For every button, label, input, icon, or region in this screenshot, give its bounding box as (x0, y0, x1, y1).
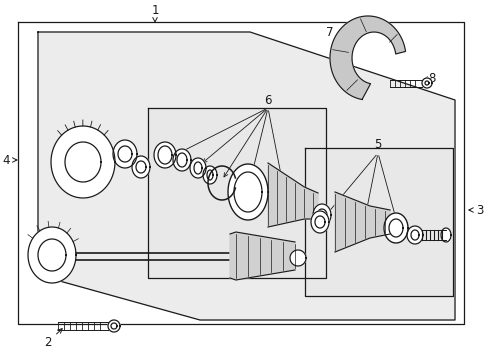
Text: 4: 4 (2, 153, 17, 166)
Text: 1: 1 (151, 4, 159, 22)
Polygon shape (28, 227, 76, 283)
Polygon shape (406, 226, 422, 244)
Text: 7: 7 (325, 26, 344, 40)
Polygon shape (203, 166, 217, 184)
Polygon shape (108, 320, 120, 332)
Polygon shape (38, 32, 454, 320)
Polygon shape (18, 22, 463, 324)
Polygon shape (190, 158, 205, 178)
Polygon shape (289, 250, 305, 266)
Polygon shape (113, 140, 137, 168)
Polygon shape (383, 213, 407, 243)
Polygon shape (148, 108, 325, 278)
Polygon shape (229, 232, 294, 280)
Polygon shape (310, 211, 328, 233)
Text: 2: 2 (44, 329, 62, 348)
Polygon shape (440, 228, 450, 242)
Polygon shape (132, 156, 150, 178)
Polygon shape (334, 192, 389, 252)
Text: 3: 3 (468, 203, 483, 216)
Polygon shape (154, 142, 176, 168)
Text: 6: 6 (264, 94, 271, 107)
Polygon shape (51, 126, 115, 198)
Polygon shape (227, 164, 267, 220)
Polygon shape (267, 163, 317, 227)
Polygon shape (329, 16, 405, 99)
Polygon shape (312, 204, 330, 226)
Polygon shape (173, 149, 191, 171)
Text: 8: 8 (422, 72, 435, 85)
Polygon shape (421, 78, 431, 88)
Text: 5: 5 (373, 139, 381, 152)
Polygon shape (305, 148, 452, 296)
